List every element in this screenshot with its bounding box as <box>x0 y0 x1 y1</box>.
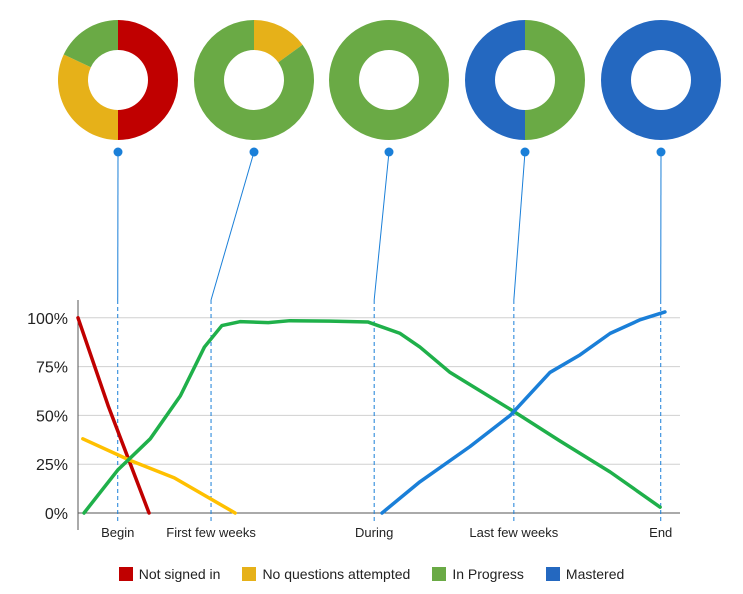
donut-segment <box>465 20 525 140</box>
donut-segment <box>194 19 314 140</box>
legend-label: Mastered <box>565 566 625 582</box>
legend-label: In Progress <box>452 566 524 582</box>
legend-swatch <box>432 567 447 581</box>
x-tick-label: First few weeks <box>166 525 256 540</box>
connector-dot <box>113 147 123 157</box>
series-line <box>81 437 237 515</box>
connector <box>210 151 255 301</box>
legend-swatch <box>242 567 257 581</box>
series-line <box>76 316 151 515</box>
x-tick-label: Last few weeks <box>469 525 558 540</box>
y-tick-label: 50% <box>36 408 68 425</box>
x-tick-label: End <box>649 525 672 540</box>
connector <box>373 151 390 301</box>
legend-label: No questions attempted <box>262 566 411 582</box>
donut-segment <box>63 20 118 68</box>
connector-dot <box>249 147 259 157</box>
y-tick-label: 0% <box>45 506 68 523</box>
connector-dot <box>520 147 530 157</box>
connector-dot <box>384 147 394 157</box>
legend-swatch <box>545 567 560 581</box>
series-line <box>82 318 662 515</box>
donut-segment <box>601 20 721 140</box>
donut-segment <box>118 20 178 140</box>
legend-label: Not signed in <box>138 566 221 582</box>
donut-segment <box>254 20 303 63</box>
connector-dot <box>656 147 666 157</box>
legend-item: Mastered <box>545 566 625 582</box>
y-tick-label: 100% <box>27 311 68 328</box>
donut-segment <box>525 20 585 140</box>
y-tick-label: 75% <box>36 360 68 377</box>
y-tick-label: 25% <box>36 457 68 474</box>
legend-item: No questions attempted <box>242 566 410 582</box>
legend-swatch <box>118 567 133 581</box>
legend-item: Not signed in <box>118 566 221 582</box>
legend: Not signed in No questions attempted In Pr… <box>0 566 743 582</box>
donut-segment <box>329 20 449 140</box>
x-tick-label: Begin <box>101 525 134 540</box>
x-tick-label: During <box>355 525 393 540</box>
legend-item: In Progress <box>432 566 524 582</box>
donut-segment <box>58 54 118 140</box>
series-line <box>380 310 667 515</box>
connector <box>513 151 526 301</box>
